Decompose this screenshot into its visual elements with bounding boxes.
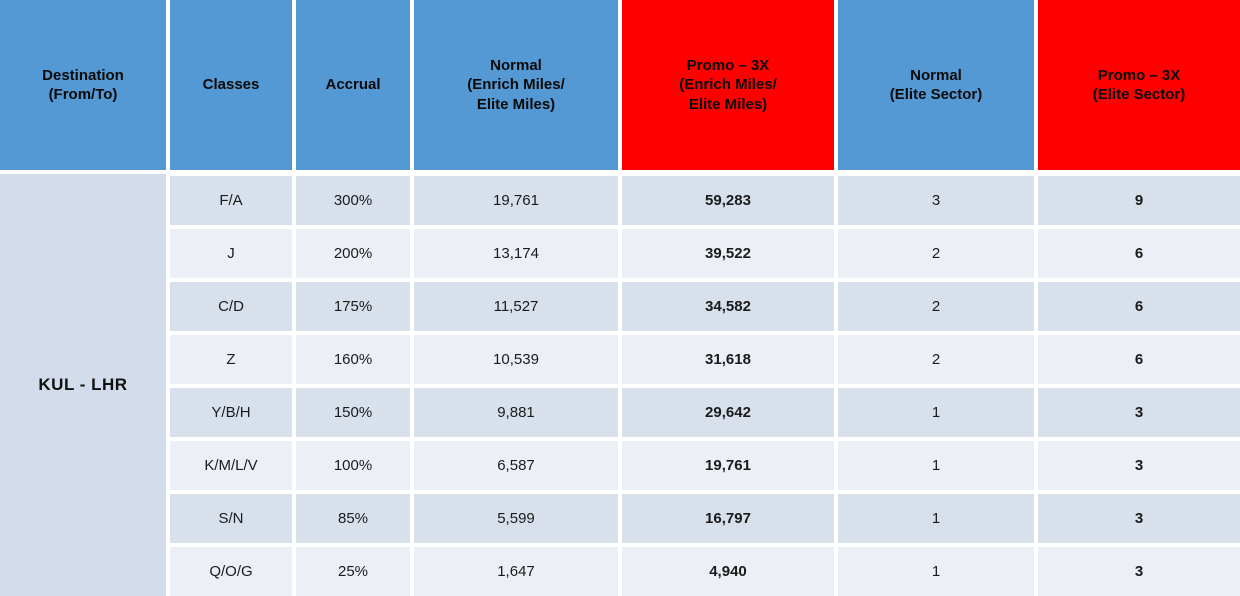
promo-sector-cell: 6 (1036, 280, 1240, 333)
promo-miles-cell: 59,283 (620, 174, 836, 227)
class-cell: Z (168, 333, 294, 386)
promo-miles-cell: 19,761 (620, 439, 836, 492)
normal-sector-cell: 1 (836, 439, 1036, 492)
accrual-cell: 150% (294, 386, 412, 439)
promo-sector-cell: 9 (1036, 174, 1240, 227)
class-cell: F/A (168, 174, 294, 227)
promo-sector-cell: 3 (1036, 386, 1240, 439)
normal-miles-cell: 6,587 (412, 439, 620, 492)
column-header-promo-sector: Promo – 3X (Elite Sector) (1036, 0, 1240, 174)
normal-miles-cell: 10,539 (412, 333, 620, 386)
table-row: Q/O/G 25% 1,647 4,940 1 3 (0, 545, 1240, 596)
normal-sector-cell: 1 (836, 545, 1036, 596)
table-row: S/N 85% 5,599 16,797 1 3 (0, 492, 1240, 545)
accrual-cell: 160% (294, 333, 412, 386)
promo-sector-cell: 3 (1036, 545, 1240, 596)
promo-sector-cell: 3 (1036, 439, 1240, 492)
accrual-cell: 100% (294, 439, 412, 492)
normal-miles-cell: 1,647 (412, 545, 620, 596)
column-header-promo-miles: Promo – 3X (Enrich Miles/ Elite Miles) (620, 0, 836, 174)
column-header-classes: Classes (168, 0, 294, 174)
normal-miles-cell: 11,527 (412, 280, 620, 333)
normal-sector-cell: 1 (836, 492, 1036, 545)
accrual-cell: 25% (294, 545, 412, 596)
column-header-accrual: Accrual (294, 0, 412, 174)
class-cell: K/M/L/V (168, 439, 294, 492)
normal-sector-cell: 2 (836, 227, 1036, 280)
table-row: K/M/L/V 100% 6,587 19,761 1 3 (0, 439, 1240, 492)
normal-sector-cell: 2 (836, 280, 1036, 333)
table-row: C/D 175% 11,527 34,582 2 6 (0, 280, 1240, 333)
promo-miles-cell: 39,522 (620, 227, 836, 280)
normal-miles-cell: 9,881 (412, 386, 620, 439)
table-row: KUL - LHR F/A 300% 19,761 59,283 3 9 (0, 174, 1240, 596)
column-header-normal-miles: Normal (Enrich Miles/ Elite Miles) (412, 0, 620, 174)
column-header-destination: Destination (From/To) (0, 0, 168, 174)
normal-miles-cell: 5,599 (412, 492, 620, 545)
table-row: J 200% 13,174 39,522 2 6 (0, 227, 1240, 280)
normal-miles-cell: 13,174 (412, 227, 620, 280)
destination-cell: KUL - LHR (0, 174, 168, 596)
promo-miles-cell: 16,797 (620, 492, 836, 545)
promo-miles-cell: 34,582 (620, 280, 836, 333)
accrual-cell: 200% (294, 227, 412, 280)
promo-miles-cell: 29,642 (620, 386, 836, 439)
accrual-cell: 300% (294, 174, 412, 227)
column-header-normal-sector: Normal (Elite Sector) (836, 0, 1036, 174)
class-cell: J (168, 227, 294, 280)
header-row: Destination (From/To) Classes Accrual No… (0, 0, 1240, 174)
class-cell: Y/B/H (168, 386, 294, 439)
class-cell: C/D (168, 280, 294, 333)
normal-miles-cell: 19,761 (412, 174, 620, 227)
normal-sector-cell: 2 (836, 333, 1036, 386)
promo-sector-cell: 6 (1036, 333, 1240, 386)
normal-sector-cell: 1 (836, 386, 1036, 439)
accrual-cell: 175% (294, 280, 412, 333)
promo-miles-cell: 4,940 (620, 545, 836, 596)
normal-sector-cell: 3 (836, 174, 1036, 227)
accrual-cell: 85% (294, 492, 412, 545)
class-cell: Q/O/G (168, 545, 294, 596)
promo-sector-cell: 3 (1036, 492, 1240, 545)
promo-miles-cell: 31,618 (620, 333, 836, 386)
class-cell: S/N (168, 492, 294, 545)
table-row: Z 160% 10,539 31,618 2 6 (0, 333, 1240, 386)
promo-sector-cell: 6 (1036, 227, 1240, 280)
table-row: Y/B/H 150% 9,881 29,642 1 3 (0, 386, 1240, 439)
